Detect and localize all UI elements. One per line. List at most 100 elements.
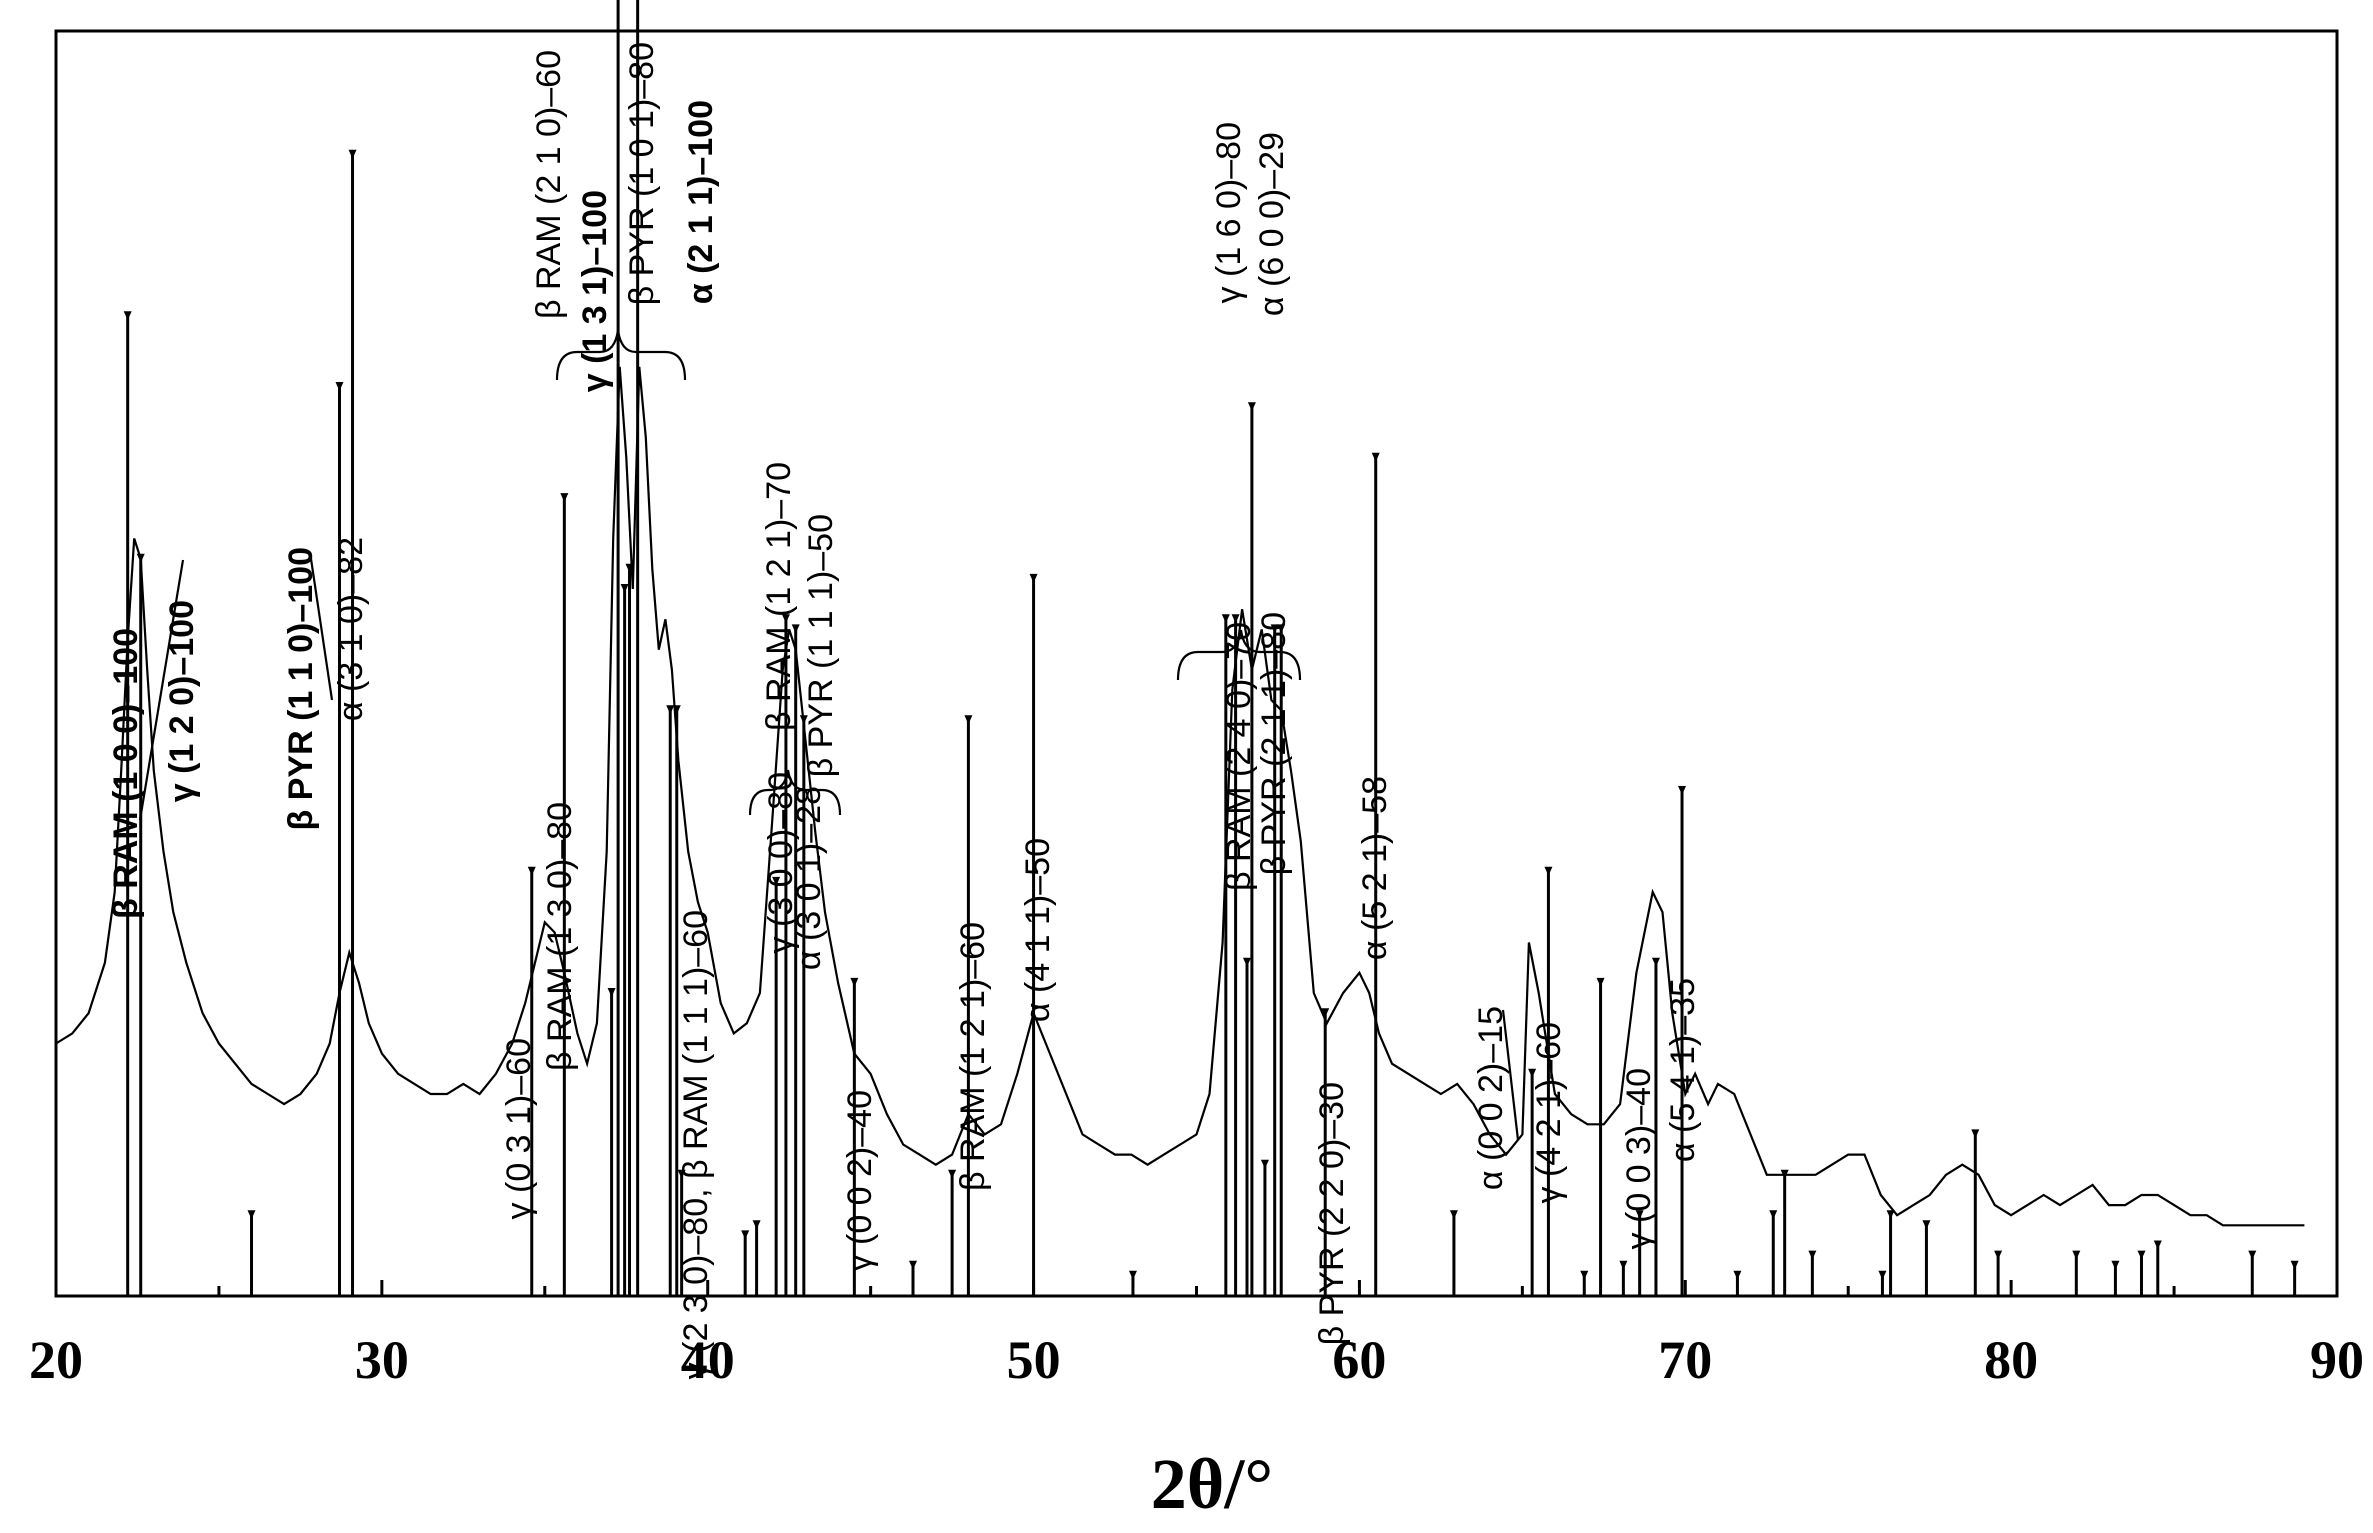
reflection-marker xyxy=(752,1220,761,1230)
label-brackets xyxy=(138,329,1520,1141)
x-tick-label: 60 xyxy=(1332,1330,1386,1390)
peak-label: β RAM (1 3 0)–80 xyxy=(541,802,579,1071)
reflection-marker xyxy=(1277,624,1286,634)
leader-line xyxy=(138,559,185,821)
peak-label: α (5 2 1)–58 xyxy=(1356,776,1394,960)
reflection-marker xyxy=(1260,1159,1269,1169)
peak-label: γ (1 6 0)–80 xyxy=(1210,122,1248,303)
reflection-marker xyxy=(1886,1210,1895,1220)
reflection-marker xyxy=(1922,1220,1931,1230)
reflection-marker xyxy=(964,715,973,725)
reflection-marker xyxy=(1321,1008,1330,1018)
reflection-marker xyxy=(1371,452,1380,462)
peak-label: γ (0 0 2)–40 xyxy=(841,1090,879,1271)
peak-label: γ (1 3 1)–100 xyxy=(576,190,614,392)
x-tick-label: 90 xyxy=(2310,1330,2364,1390)
reflection-marker xyxy=(1247,402,1256,412)
reflection-lines xyxy=(123,0,2299,1296)
peak-label: γ (0 0 3)–40 xyxy=(1620,1068,1658,1249)
reflection-marker xyxy=(781,614,790,624)
reflection-marker xyxy=(560,493,569,503)
peak-label: β PYR (1 1 1)–50 xyxy=(802,514,840,777)
plot-frame xyxy=(54,29,2339,1298)
reflection-marker xyxy=(1678,786,1687,795)
reflection-marker xyxy=(1651,957,1660,967)
x-tick-label: 20 xyxy=(29,1330,83,1390)
peak-label: β PYR (2 2 0)–30 xyxy=(1313,1082,1351,1345)
peak-label: β PYR (1 0 1)–80 xyxy=(623,42,661,305)
peak-label: α (6 0 0)–29 xyxy=(1253,132,1291,316)
reflection-marker xyxy=(527,866,536,876)
reflection-marker xyxy=(1596,977,1605,987)
peak-label: β RAM (1 0 0)–100 xyxy=(107,628,145,919)
peak-label: α (0 0 2)–15 xyxy=(1472,1006,1510,1190)
reflection-marker xyxy=(620,584,629,593)
reflection-marker xyxy=(1580,1270,1589,1280)
bracket xyxy=(748,769,842,816)
reflection-marker xyxy=(850,977,859,987)
x-axis-title: 2θ/° xyxy=(1151,1444,1273,1524)
reflection-marker xyxy=(2248,1250,2257,1260)
peak-label: γ (3 0 0)–80 xyxy=(762,772,800,953)
peak-label: β PYR (1 1 0)–100 xyxy=(282,547,320,830)
reflection-marker xyxy=(2111,1260,2120,1270)
peak-label: γ (1 2 0)–100 xyxy=(163,600,201,802)
reflection-marker xyxy=(2153,1240,2162,1250)
reflection-marker xyxy=(1635,1210,1644,1220)
reflection-marker xyxy=(791,624,800,634)
reflection-marker xyxy=(247,1210,256,1220)
x-tick-label: 80 xyxy=(1984,1330,2038,1390)
reflection-marker xyxy=(1769,1210,1778,1220)
peak-label: β RAM (2 1 0)–60 xyxy=(530,50,568,319)
bracket xyxy=(555,329,687,381)
leader-line xyxy=(1501,1009,1520,1141)
reflection-marker xyxy=(1128,1270,1137,1280)
reflection-marker xyxy=(1878,1270,1887,1280)
reflection-marker xyxy=(1971,1129,1980,1139)
reflection-marker xyxy=(1994,1250,2003,1260)
reflection-marker xyxy=(123,311,132,321)
x-tick-label: 50 xyxy=(1007,1330,1061,1390)
reflection-marker xyxy=(948,1169,957,1179)
reflection-marker xyxy=(2137,1250,2146,1260)
x-tick-label: 30 xyxy=(355,1330,409,1390)
x-axis: 20 30 40 50 60 70 80 90 xyxy=(29,1280,2364,1390)
reflection-marker xyxy=(741,1230,750,1240)
peak-labels: β RAM (1 0 0)–100 γ (1 2 0)–100 β PYR (1 1… xyxy=(107,42,1702,1379)
reflection-marker xyxy=(1544,866,1553,876)
reflection-marker xyxy=(909,1260,918,1270)
peak-label: γ (4 2 1)–60 xyxy=(1530,1022,1568,1203)
peak-label: β RAM (2 4 0)–70 xyxy=(1220,622,1258,891)
peak-label: α (3 1 0)–82 xyxy=(332,537,370,721)
reflection-marker xyxy=(1243,957,1252,967)
peak-label: γ (0 3 1)–60 xyxy=(500,1038,538,1219)
reflection-marker xyxy=(348,149,357,159)
reflection-marker xyxy=(677,1169,686,1179)
reflection-marker xyxy=(1808,1250,1817,1260)
bracket xyxy=(1176,629,1302,681)
leader-line xyxy=(308,551,334,701)
peak-label: α (4 1 1)–50 xyxy=(1019,838,1057,1022)
peak-label: α (2 1 1)–100 xyxy=(682,100,720,304)
peak-label: β PYR (2 1 1)–80 xyxy=(1255,612,1293,875)
reflection-marker xyxy=(1449,1210,1458,1220)
reflection-marker xyxy=(1528,1068,1537,1078)
reflection-marker xyxy=(607,988,616,997)
reflection-marker xyxy=(1270,624,1279,634)
reflection-marker xyxy=(666,705,675,715)
reflection-marker xyxy=(1619,1260,1628,1270)
xrd-pattern-line xyxy=(55,366,2305,1227)
x-tick-label: 40 xyxy=(681,1330,735,1390)
reflection-marker xyxy=(1029,573,1038,583)
peak-label: α (3 0 1)–28 xyxy=(790,786,828,970)
reflection-marker xyxy=(1231,614,1240,624)
reflection-marker xyxy=(772,876,781,886)
reflection-marker xyxy=(1733,1270,1742,1280)
peak-label: β RAM (1 2 1)–70 xyxy=(760,462,798,731)
reflection-marker xyxy=(335,382,344,391)
reflection-marker xyxy=(2072,1250,2081,1260)
x-tick-label: 70 xyxy=(1658,1330,1712,1390)
reflection-marker xyxy=(2290,1260,2299,1270)
peak-label: β RAM (1 2 1)–60 xyxy=(954,922,992,1191)
